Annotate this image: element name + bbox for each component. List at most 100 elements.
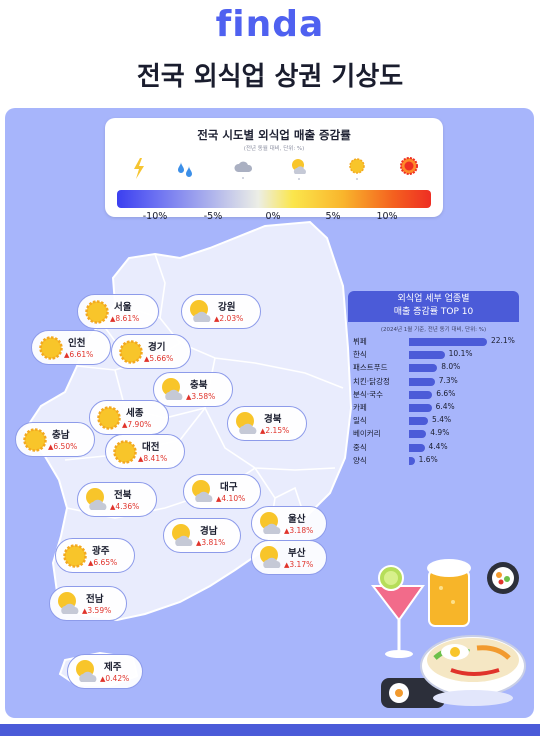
region-value: 3.58% xyxy=(186,392,215,401)
top10-label: 베이커리 xyxy=(353,429,381,439)
sun-cloud-icon xyxy=(292,159,306,180)
cocktail-icon xyxy=(370,565,425,658)
region-seoul: 서울 8.61% xyxy=(77,294,159,329)
top10-title-line1: 외식업 세부 업종별 xyxy=(397,294,470,304)
region-value: 2.03% xyxy=(214,314,243,323)
region-jeonnam: 전남 3.59% xyxy=(49,586,127,621)
top10-bar xyxy=(409,390,433,399)
sun-cloud-icon xyxy=(260,546,281,568)
top10-value: 6.6% xyxy=(436,388,456,398)
sun-cloud-icon xyxy=(190,300,211,322)
region-gangwon: 강원 2.03% xyxy=(181,294,261,329)
region-sejong: 세종 7.90% xyxy=(89,400,169,435)
sun-cloud-icon xyxy=(162,378,183,400)
region-name: 울산 xyxy=(288,514,306,525)
region-name: 경북 xyxy=(264,414,282,425)
sun-cloud-icon xyxy=(172,524,193,546)
top10-row: 한식 10.1% xyxy=(348,349,519,361)
region-name: 세종 xyxy=(126,408,144,419)
top10-bar xyxy=(409,377,435,386)
region-value: 3.81% xyxy=(196,538,225,547)
sun-icon xyxy=(85,300,109,324)
region-incheon: 인천 6.61% xyxy=(31,330,111,365)
region-gyeongbuk: 경북 2.15% xyxy=(227,406,307,441)
sun-icon xyxy=(97,406,121,430)
top10-value: 10.1% xyxy=(448,349,473,359)
top10-row: 베이커리 4.9% xyxy=(348,428,519,440)
top10-chart: 외식업 세부 업종별 매출 증감률 TOP 10 (2024년 1월 기준, 전… xyxy=(348,291,519,466)
top10-label: 카페 xyxy=(353,403,367,412)
sun-icon xyxy=(23,428,47,452)
top10-value: 4.9% xyxy=(430,428,450,438)
top10-bar xyxy=(409,364,438,373)
top10-bar xyxy=(409,443,425,452)
top10-row: 뷔페 22.1% xyxy=(348,336,519,348)
top10-value: 4.4% xyxy=(428,441,448,451)
region-value: 6.65% xyxy=(88,558,117,567)
top10-label: 패스트푸드 xyxy=(353,363,388,373)
legend-tick: -5% xyxy=(203,211,223,222)
sun-icon xyxy=(349,158,365,180)
region-value: 3.18% xyxy=(284,526,313,535)
region-gyeonggi: 경기 5.66% xyxy=(111,334,191,369)
sun-icon xyxy=(119,340,143,364)
finda-logo: finda xyxy=(215,4,325,45)
region-gyeongnam: 경남 3.81% xyxy=(163,518,241,553)
sun-icon xyxy=(39,336,63,360)
sun-icon xyxy=(113,440,137,464)
region-value: 2.15% xyxy=(260,426,289,435)
beer-icon xyxy=(427,559,471,627)
cloud-icon xyxy=(234,161,253,179)
top10-bar xyxy=(409,351,445,360)
region-value: 5.66% xyxy=(144,354,173,363)
sun-cloud-icon xyxy=(260,512,281,534)
top10-row: 분식·국수 6.6% xyxy=(348,389,519,401)
food-illustration xyxy=(370,559,526,708)
region-chungnam: 충남 6.50% xyxy=(15,422,95,457)
sun-cloud-icon xyxy=(192,480,213,502)
lightning-icon xyxy=(134,158,144,179)
region-value: 7.90% xyxy=(122,420,151,429)
bottom-bar xyxy=(0,724,540,736)
kimbap-platter-icon xyxy=(381,678,445,708)
sun-cloud-icon xyxy=(76,660,97,682)
hot-sun-icon xyxy=(400,157,418,175)
top10-label: 한식 xyxy=(353,350,367,360)
top10-label: 중식 xyxy=(353,442,367,452)
region-daegu: 대구 4.10% xyxy=(183,474,261,509)
top10-value: 1.6% xyxy=(418,454,438,464)
top10-value: 6.4% xyxy=(435,402,455,411)
top10-value: 7.3% xyxy=(438,375,458,385)
top10-row: 중식 4.4% xyxy=(348,442,519,454)
region-ulsan: 울산 3.18% xyxy=(251,506,327,541)
region-value: 0.42% xyxy=(100,674,129,683)
top10-bar xyxy=(409,430,427,439)
region-name: 부산 xyxy=(288,548,306,559)
sun-cloud-icon xyxy=(236,412,257,434)
top10-value: 5.4% xyxy=(432,415,452,425)
top10-label: 분식·국수 xyxy=(353,389,383,399)
region-value: 4.36% xyxy=(110,502,139,511)
legend-subtitle: (전년 동월 대비, 단위: %) xyxy=(243,146,305,152)
top10-label: 일식 xyxy=(353,416,367,426)
top10-row: 치킨·닭강정 7.3% xyxy=(348,376,519,388)
legend-gradient-bar xyxy=(117,190,431,208)
sun-cloud-icon xyxy=(86,488,107,510)
top10-row: 카페 6.4% xyxy=(348,402,519,414)
bibimbap-icon xyxy=(420,635,526,706)
legend-title: 전국 시도별 외식업 매출 증감률 xyxy=(197,128,351,142)
region-name: 광주 xyxy=(92,546,110,557)
legend-tick: 5% xyxy=(325,211,341,222)
region-chungbuk: 충북 3.58% xyxy=(153,372,233,407)
top10-header: 외식업 세부 업종별 매출 증감률 TOP 10 xyxy=(348,291,519,322)
region-name: 대구 xyxy=(220,482,238,493)
top10-value: 8.0% xyxy=(441,362,461,372)
region-value: 8.41% xyxy=(138,454,167,463)
region-name: 전북 xyxy=(114,490,132,501)
region-name: 경남 xyxy=(200,526,218,537)
region-value: 8.61% xyxy=(110,314,139,323)
top10-subtitle: (2024년 1월 기준, 전년 동기 대비, 단위: %) xyxy=(380,327,487,333)
region-name: 서울 xyxy=(114,302,132,313)
page-title: 전국 외식업 상권 기상도 xyxy=(136,62,404,92)
region-name: 충북 xyxy=(190,380,208,391)
